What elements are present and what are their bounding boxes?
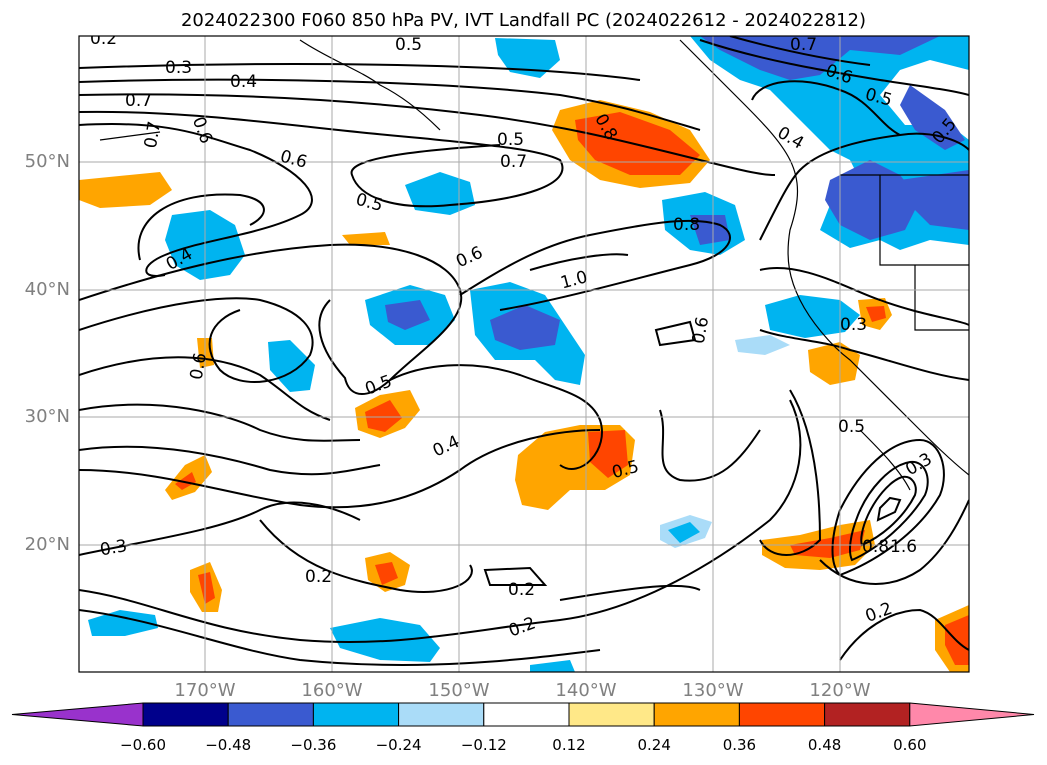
- contour-label: 1.6: [890, 537, 917, 557]
- contour-label: 0.4: [230, 72, 257, 92]
- colorbar: [11, 702, 1035, 727]
- contour-label: 0.7: [141, 120, 165, 150]
- lat-label-30: 30°N: [24, 406, 70, 427]
- contour-label: 0.7: [500, 152, 527, 172]
- colorbar-extend-low: [11, 702, 144, 727]
- contour-label: 0.3: [98, 536, 128, 560]
- lon-label-120w: 120°W: [809, 680, 871, 701]
- contour-label: 0.2: [90, 29, 117, 49]
- contour-label: 0.5: [838, 417, 865, 437]
- map-frame: [78, 35, 970, 673]
- graticule: [79, 36, 969, 672]
- lat-label-40: 40°N: [24, 279, 70, 300]
- colorbar-segment: [312, 702, 400, 727]
- colorbar-tick-label: 0.36: [722, 736, 757, 754]
- contour-label: 0.2: [508, 580, 535, 600]
- lon-label-130w: 130°W: [682, 680, 744, 701]
- colorbar-tick-label: −0.24: [375, 736, 422, 754]
- colorbar-segment: [227, 702, 314, 727]
- contour-label: 0.8: [673, 215, 700, 235]
- colorbar-tick-label: −0.48: [205, 736, 252, 754]
- colorbar-segment: [142, 702, 229, 727]
- colorbar-tick-label: −0.36: [290, 736, 337, 754]
- colorbar-extend-high: [909, 702, 1035, 727]
- coastlines: [99, 39, 969, 491]
- contour-label: 0.7: [790, 35, 817, 55]
- colorbar-segment: [483, 702, 570, 727]
- lon-label-160w: 160°W: [301, 680, 363, 701]
- contour-label: 0.6: [689, 315, 713, 345]
- colorbar-segment: [738, 702, 826, 727]
- colorbar-tick-label: −0.60: [120, 736, 166, 754]
- contour-label: 0.8: [862, 537, 889, 557]
- contour-label: 0.7: [125, 91, 152, 111]
- contour-label: 0.5: [497, 130, 524, 150]
- colorbar-tick-label: −0.12: [460, 736, 507, 754]
- colorbar-segment: [824, 702, 911, 727]
- colorbar-tick-label: 0.24: [637, 736, 671, 754]
- figure-title: 2024022300 F060 850 hPa PV, IVT Landfall…: [180, 10, 867, 31]
- colorbar-segment: [398, 702, 485, 727]
- lon-label-140w: 140°W: [555, 680, 617, 701]
- contour-label: 0.6: [187, 351, 211, 381]
- pv-anomaly-shading: [79, 36, 969, 672]
- contour-label: 0.2: [305, 567, 332, 587]
- colorbar-segment: [653, 702, 740, 727]
- lat-label-50: 50°N: [24, 151, 70, 172]
- colorbar-tick-label: 0.12: [552, 736, 586, 754]
- contour-label: 0.3: [840, 315, 867, 335]
- colorbar-tick-label: 0.48: [807, 736, 842, 754]
- map-area: 0.2 0.3 0.4 0.5 0.7 0.6 0.7 0.6 0.5 0.4 …: [79, 29, 969, 672]
- colorbar-tick-label: 0.60: [893, 736, 927, 754]
- contour-label: 0.3: [165, 58, 192, 78]
- lon-label-170w: 170°W: [174, 680, 236, 701]
- lat-label-20: 20°N: [24, 534, 70, 555]
- lon-label-150w: 150°W: [428, 680, 490, 701]
- contour-label: 0.5: [395, 35, 422, 55]
- colorbar-segment: [568, 702, 655, 727]
